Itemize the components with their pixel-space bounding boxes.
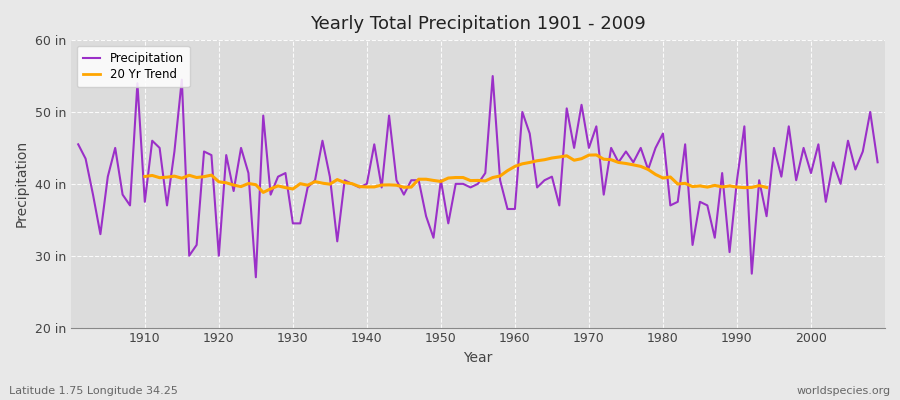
Legend: Precipitation, 20 Yr Trend: Precipitation, 20 Yr Trend	[76, 46, 190, 87]
Text: worldspecies.org: worldspecies.org	[796, 386, 891, 396]
Title: Yearly Total Precipitation 1901 - 2009: Yearly Total Precipitation 1901 - 2009	[310, 15, 646, 33]
Y-axis label: Precipitation: Precipitation	[15, 140, 29, 228]
Text: Latitude 1.75 Longitude 34.25: Latitude 1.75 Longitude 34.25	[9, 386, 178, 396]
X-axis label: Year: Year	[464, 351, 492, 365]
